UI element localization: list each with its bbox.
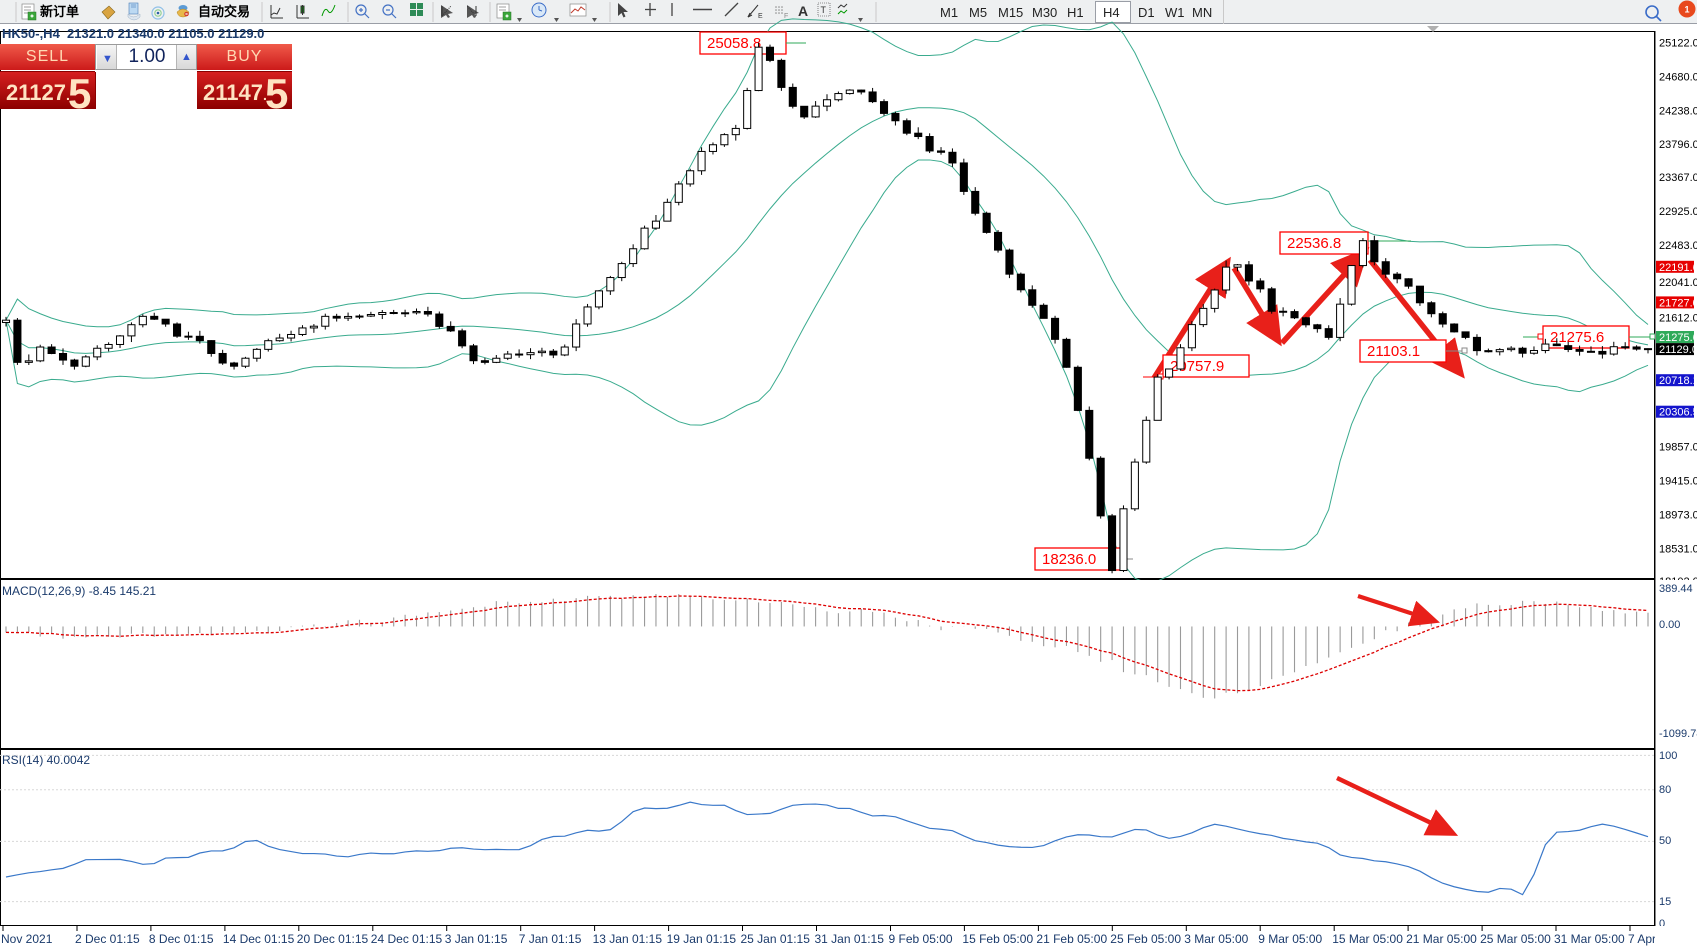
svg-text:21 Feb 05:00: 21 Feb 05:00	[1036, 932, 1107, 946]
svg-text:13 Jan 01:15: 13 Jan 01:15	[593, 932, 663, 946]
svg-text:25 Mar 05:00: 25 Mar 05:00	[1480, 932, 1551, 946]
svg-text:50: 50	[1659, 835, 1671, 847]
svg-text:0.00: 0.00	[1659, 619, 1680, 631]
svg-text:15 Mar 05:00: 15 Mar 05:00	[1332, 932, 1403, 946]
svg-text:24238.0: 24238.0	[1659, 105, 1697, 117]
svg-text:19415.0: 19415.0	[1659, 476, 1697, 488]
svg-text:8 Dec 01:15: 8 Dec 01:15	[149, 932, 214, 946]
svg-text:7 Apr 05:00: 7 Apr 05:00	[1628, 932, 1655, 946]
svg-text:0: 0	[1659, 918, 1665, 926]
svg-text:25 Feb 05:00: 25 Feb 05:00	[1110, 932, 1181, 946]
svg-text:23796.0: 23796.0	[1659, 139, 1697, 151]
svg-text:19857.0: 19857.0	[1659, 442, 1697, 454]
svg-text:22925.0: 22925.0	[1659, 206, 1697, 218]
svg-text:22483.0: 22483.0	[1659, 240, 1697, 252]
svg-text:15: 15	[1659, 896, 1671, 908]
svg-text:80: 80	[1659, 784, 1671, 796]
svg-text:9 Feb 05:00: 9 Feb 05:00	[889, 932, 953, 946]
svg-text:Nov 2021: Nov 2021	[1, 932, 53, 946]
svg-text:24680.0: 24680.0	[1659, 71, 1697, 83]
svg-text:20306.5: 20306.5	[1659, 407, 1697, 419]
svg-text:-1099.78: -1099.78	[1659, 728, 1697, 740]
svg-text:21 Mar 05:00: 21 Mar 05:00	[1406, 932, 1477, 946]
svg-text:18973.0: 18973.0	[1659, 510, 1697, 522]
svg-text:2 Dec 01:15: 2 Dec 01:15	[75, 932, 140, 946]
svg-text:14 Dec 01:15: 14 Dec 01:15	[223, 932, 295, 946]
svg-text:21612.0: 21612.0	[1659, 313, 1697, 325]
svg-text:100: 100	[1659, 750, 1677, 762]
svg-text:3 Mar 05:00: 3 Mar 05:00	[1184, 932, 1248, 946]
svg-text:21275.6: 21275.6	[1659, 332, 1697, 344]
svg-text:20718.1: 20718.1	[1659, 375, 1697, 387]
svg-text:22041.0: 22041.0	[1659, 277, 1697, 289]
svg-text:25122.0: 25122.0	[1659, 38, 1697, 50]
svg-text:18102.0: 18102.0	[1659, 576, 1697, 580]
svg-text:31 Jan 01:15: 31 Jan 01:15	[815, 932, 885, 946]
svg-text:18531.0: 18531.0	[1659, 543, 1697, 555]
svg-text:24 Dec 01:15: 24 Dec 01:15	[371, 932, 443, 946]
svg-text:3 Jan 01:15: 3 Jan 01:15	[445, 932, 508, 946]
svg-text:23367.0: 23367.0	[1659, 172, 1697, 184]
svg-text:21129.0: 21129.0	[1659, 344, 1697, 356]
svg-text:389.44: 389.44	[1659, 583, 1693, 595]
svg-text:25 Jan 01:15: 25 Jan 01:15	[741, 932, 811, 946]
svg-text:9 Mar 05:00: 9 Mar 05:00	[1258, 932, 1322, 946]
svg-text:31 Mar 05:00: 31 Mar 05:00	[1554, 932, 1625, 946]
svg-text:19 Jan 01:15: 19 Jan 01:15	[667, 932, 737, 946]
svg-text:22191.6: 22191.6	[1659, 262, 1697, 274]
svg-text:21727.0: 21727.0	[1659, 297, 1697, 309]
svg-text:15 Feb 05:00: 15 Feb 05:00	[962, 932, 1033, 946]
svg-text:7 Jan 01:15: 7 Jan 01:15	[519, 932, 582, 946]
svg-text:20 Dec 01:15: 20 Dec 01:15	[297, 932, 369, 946]
